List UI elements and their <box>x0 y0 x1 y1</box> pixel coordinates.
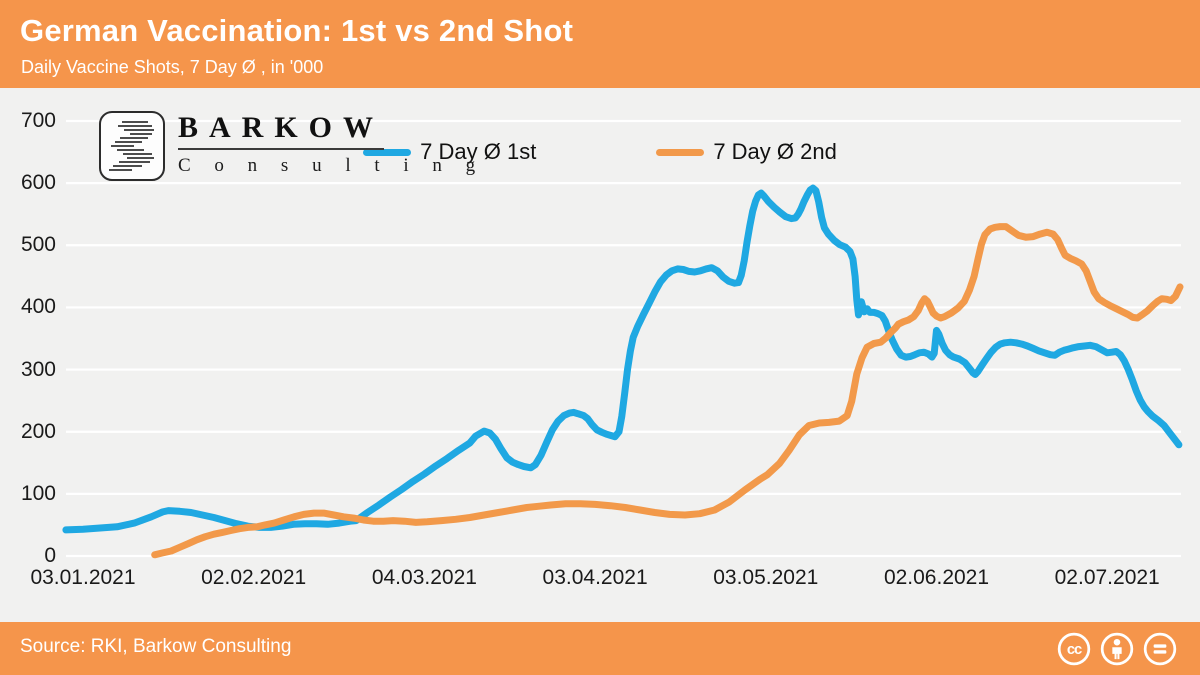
license-icons: cc <box>1056 631 1178 667</box>
header-background <box>0 0 1200 88</box>
logo-name: BARKOW <box>178 113 385 150</box>
x-tick-label-04.03.2021: 04.03.2021 <box>371 566 477 589</box>
y-tick-label-400: 400 <box>20 295 56 319</box>
page-subtitle: Daily Vaccine Shots, 7 Day Ø , in '000 <box>21 57 324 77</box>
y-tick-label-100: 100 <box>20 481 56 505</box>
attribution-person-icon <box>1100 632 1134 666</box>
barkow-consulting-logo: BARKOW C o n s u l t i n g <box>99 111 485 181</box>
page-title: German Vaccination: 1st vs 2nd Shot <box>20 13 574 48</box>
legend-label-1st: 7 Day Ø 1st <box>420 139 537 164</box>
y-tick-label-200: 200 <box>20 419 56 443</box>
legend-item-1st: 7 Day Ø 1st <box>363 139 536 165</box>
x-tick-label-02.02.2021: 02.02.2021 <box>201 566 307 589</box>
x-tick-label-02.06.2021: 02.06.2021 <box>883 566 990 589</box>
header-band: German Vaccination: 1st vs 2nd Shot Dail… <box>0 0 1200 88</box>
svg-text:cc: cc <box>1067 642 1082 658</box>
source-text: Source: RKI, Barkow Consulting <box>20 636 292 657</box>
y-tick-label-0: 0 <box>44 544 56 567</box>
series-line-1st <box>62 184 1183 534</box>
logo-subname: C o n s u l t i n g <box>178 155 485 176</box>
legend-swatch-2nd <box>656 148 705 156</box>
y-tick-label-700: 700 <box>20 108 56 132</box>
footer-background <box>0 622 1200 675</box>
footer-band: Source: RKI, Barkow Consulting cc <box>0 622 1200 675</box>
chart-section: 0 100 200 300 400 500 600 700 03.01.2021 02.02.2… <box>0 88 1200 622</box>
x-tick-label-03.01.2021: 03.01.2021 <box>30 566 136 589</box>
y-tick-label-600: 600 <box>20 171 56 195</box>
x-tick-label-03.05.2021: 03.05.2021 <box>713 566 819 589</box>
y-tick-label-300: 300 <box>20 357 56 381</box>
series-line-2nd <box>151 223 1184 559</box>
legend-label-2nd: 7 Day Ø 2nd <box>713 139 837 164</box>
cc-icon: cc <box>1057 632 1091 666</box>
y-tick-label-500: 500 <box>20 233 56 257</box>
logo-text: BARKOW C o n s u l t i n g <box>178 111 485 177</box>
equals-icon <box>1143 632 1177 666</box>
legend-item-2nd: 7 Day Ø 2nd <box>656 139 837 165</box>
legend-swatch-1st <box>363 148 412 156</box>
x-tick-label-02.07.2021: 02.07.2021 <box>1054 566 1160 589</box>
logo-hatch-lines <box>109 121 154 171</box>
chart-legend: 7 Day Ø 1st 7 Day Ø 2nd <box>0 139 1200 165</box>
line-chart <box>62 119 1184 559</box>
x-tick-label-03.04.2021: 03.04.2021 <box>542 566 648 589</box>
barkow-hatch-icon <box>99 111 165 181</box>
